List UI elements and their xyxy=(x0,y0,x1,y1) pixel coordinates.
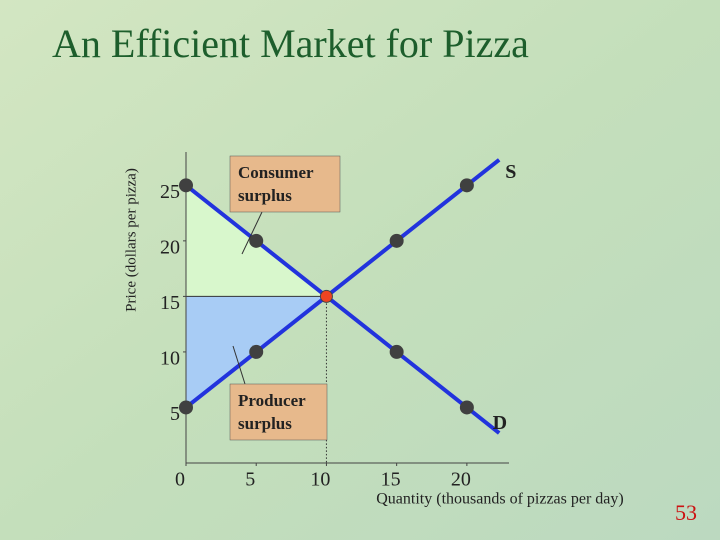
slide-number: 53 xyxy=(675,500,697,525)
equilibrium-point xyxy=(319,289,333,303)
curve-label: S xyxy=(505,161,516,183)
point xyxy=(459,178,474,193)
annotation-pointer xyxy=(241,211,263,255)
point xyxy=(389,233,404,248)
point xyxy=(459,400,474,415)
y-tick-label: 20 xyxy=(160,236,180,258)
point xyxy=(249,233,264,248)
plot: 0 5 10 15 20 5 10 15 20 25 S D Consumer surplus Produc… xyxy=(160,152,516,491)
annotation-box xyxy=(229,155,341,213)
point xyxy=(389,344,404,359)
y-tick-label: 25 xyxy=(160,181,180,203)
point xyxy=(249,344,264,359)
x-tick-label: 10 xyxy=(310,469,330,491)
annotation-pointer xyxy=(232,345,246,385)
point xyxy=(179,400,193,415)
annotation-box xyxy=(229,383,328,441)
x-tick-label: 0 xyxy=(175,469,185,491)
y-tick-label: 10 xyxy=(160,348,180,370)
x-axis-label: Quantity (thousands of pizzas per day) xyxy=(376,491,623,508)
x-tick-label: 5 xyxy=(245,469,255,491)
point xyxy=(179,178,193,193)
y-axis-label: Price (dollars per pizza) xyxy=(123,168,139,312)
x-tick-label: 20 xyxy=(451,469,471,491)
y-tick-label: 5 xyxy=(170,403,180,425)
curve-label: D xyxy=(493,412,507,434)
x-tick-label: 15 xyxy=(381,469,401,491)
slide-title: An Efficient Market for Pizza xyxy=(52,21,529,66)
y-tick-label: 15 xyxy=(160,292,180,314)
annotation-text: Consumer surplus xyxy=(238,163,314,205)
annotation-text: Producer surplus xyxy=(238,391,306,433)
